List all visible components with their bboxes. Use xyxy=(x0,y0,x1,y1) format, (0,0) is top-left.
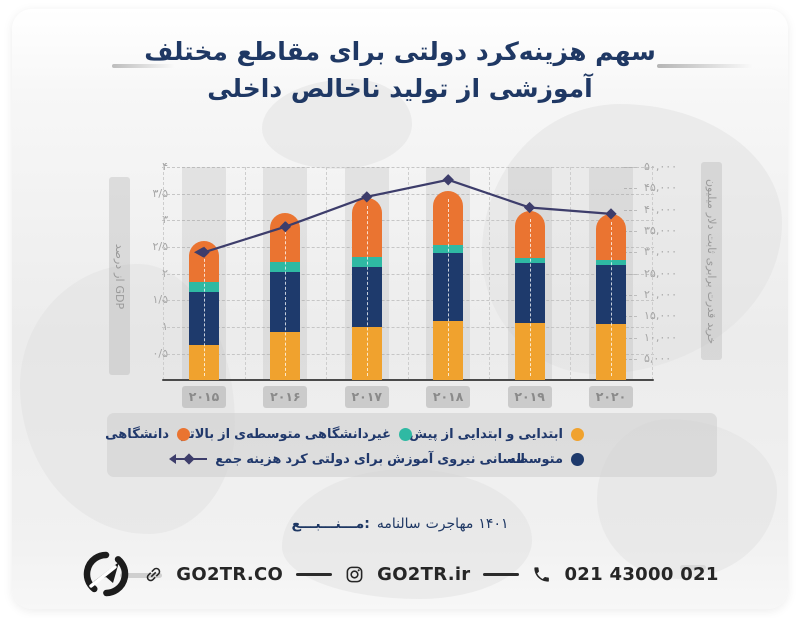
y-axis-tick-right: ۱۵,۰۰۰ xyxy=(644,309,678,323)
legend-dot-navy xyxy=(571,452,584,466)
legend-label: متوسطه xyxy=(508,451,563,467)
card: سهم هزینه‌کرد دولتی برای مقاطع مختلف آمو… xyxy=(12,9,788,609)
bar-center-dash xyxy=(366,206,368,377)
phone-icon xyxy=(532,565,551,584)
legend-label: بالاتر از متوسطه‌ی غیردانشگاهی xyxy=(181,426,391,442)
grid-line-vertical xyxy=(163,167,165,381)
y-axis-tick-dash-right xyxy=(624,294,637,296)
bar-center-dash xyxy=(448,198,450,377)
link-icon xyxy=(144,565,163,584)
y-axis-tick-left: ۰/۵ xyxy=(152,346,168,360)
y-axis-tick-left: ۳/۵ xyxy=(152,186,168,200)
title-dash-right xyxy=(657,64,752,68)
right-axis-label: میلیون دلار ثابت برابری قدرت خرید xyxy=(705,178,718,344)
footer-dash-right xyxy=(680,565,706,570)
y-axis-tick-dash-right xyxy=(624,167,637,168)
grid-line-vertical xyxy=(651,167,653,381)
y-axis-tick-right: ۳۰,۰۰۰ xyxy=(644,245,678,259)
footer-separator xyxy=(296,572,333,576)
year-label: ۲۰۱۶ xyxy=(263,386,308,408)
title-dash-left xyxy=(112,64,174,68)
y-axis-tick-left: ۱/۵ xyxy=(152,293,168,307)
title-line-2: آموزشی از تولید ناخالص داخلی xyxy=(207,74,593,103)
legend-item-postsecondary: بالاتر از متوسطه‌ی غیردانشگاهی xyxy=(182,425,412,443)
y-axis-tick-dash-right xyxy=(624,252,637,254)
legend-dot-teal xyxy=(399,427,412,441)
legend-item-primary: پیش از ابتدایی و ابتدایی xyxy=(409,425,584,443)
y-axis-tick-dash-right xyxy=(624,358,637,360)
x-axis-baseline xyxy=(162,379,654,381)
page-title: سهم هزینه‌کرد دولتی برای مقاطع مختلف آمو… xyxy=(12,33,788,107)
y-axis-tick-right: ۴۵,۰۰۰ xyxy=(644,181,678,195)
title-line-1: سهم هزینه‌کرد دولتی برای مقاطع مختلف xyxy=(144,37,656,66)
legend-item-secondary: متوسطه xyxy=(508,450,584,468)
y-axis-tick-left: ۲ xyxy=(162,266,168,280)
y-axis-tick-right: ۳۵,۰۰۰ xyxy=(644,223,678,237)
year-label: ۲۰۱۵ xyxy=(182,386,226,408)
right-axis-label-bar: میلیون دلار ثابت برابری قدرت خرید xyxy=(701,162,722,360)
y-axis-tick-left: ۳ xyxy=(162,213,168,227)
source-label: مـــنـــبـــع: xyxy=(291,516,370,532)
y-axis-tick-right: ۴۰,۰۰۰ xyxy=(644,202,678,216)
legend-label: پیش از ابتدایی و ابتدایی xyxy=(409,426,563,442)
grid-line-vertical xyxy=(244,167,246,381)
bar-center-dash xyxy=(285,220,287,377)
legend-dot-orange xyxy=(177,427,190,441)
legend-dot-amber xyxy=(571,427,584,441)
y-axis-tick-right: ۵۰,۰۰۰ xyxy=(644,160,678,173)
legend-label: جمع هزینه کرد دولتی برای آموزش نیروی انسانی xyxy=(215,451,525,467)
y-axis-tick-dash-right xyxy=(624,230,637,232)
grid-line-vertical xyxy=(570,167,572,381)
phone-number-text[interactable]: 021 43000 021 xyxy=(564,563,719,585)
bar-center-dash xyxy=(204,249,205,377)
instagram-handle-text[interactable]: GO2TR.ir xyxy=(377,563,471,585)
left-axis-label-bar: درصد از GDP xyxy=(109,177,130,375)
footer-separator xyxy=(483,572,520,576)
y-axis-tick-dash-right xyxy=(624,209,637,211)
grid-line-vertical xyxy=(326,167,328,381)
instagram-icon xyxy=(345,565,364,584)
left-axis-label: درصد از GDP xyxy=(113,243,126,309)
year-label: ۲۰۲۰ xyxy=(589,386,633,408)
y-axis-tick-right: ۱۰,۰۰۰ xyxy=(644,330,678,344)
grid-line-vertical xyxy=(488,167,490,381)
y-axis-tick-dash-right xyxy=(624,273,637,275)
website-text[interactable]: GO2TR.CO xyxy=(176,563,284,585)
legend-item-total-line: جمع هزینه کرد دولتی برای آموزش نیروی انسانی xyxy=(169,450,525,468)
y-axis-tick-left: ۱ xyxy=(162,319,168,333)
y-axis-tick-left: ۴ xyxy=(162,160,168,173)
y-axis-tick-left: ۲/۵ xyxy=(152,239,168,253)
y-axis-tick-dash-right xyxy=(624,337,637,339)
bar-center-dash xyxy=(529,218,531,377)
worldmap-watermark xyxy=(282,469,532,599)
footer-dash-left xyxy=(120,573,162,578)
year-label: ۲۰۱۷ xyxy=(344,386,389,408)
year-label: ۲۰۱۹ xyxy=(507,386,552,408)
worldmap-watermark xyxy=(262,79,412,169)
year-label: ۲۰۱۸ xyxy=(426,386,471,408)
y-axis-tick-dash-right xyxy=(624,188,637,190)
legend-label: دانشگاهی xyxy=(105,426,169,442)
y-axis-tick-right: ۲۵,۰۰۰ xyxy=(644,266,678,280)
y-axis-tick-dash-right xyxy=(624,316,637,318)
footer: GO2TR.CO GO2TR.ir 021 43000 021 xyxy=(12,549,788,599)
y-axis-tick-right: ۲۰,۰۰۰ xyxy=(644,287,678,301)
go2tr-logo xyxy=(81,549,131,599)
chart-legend: پیش از ابتدایی و ابتدایی بالاتر از متوسطه‌ی غیر… xyxy=(105,413,717,477)
grid-line-vertical xyxy=(407,167,409,381)
source-line: مـــنـــبـــع: سالنامه مهاجرت ۱۴۰۱ xyxy=(12,516,788,532)
legend-item-tertiary: دانشگاهی xyxy=(105,425,190,443)
source-text: سالنامه مهاجرت ۱۴۰۱ xyxy=(376,516,509,532)
legend-line-marker-icon xyxy=(169,452,208,466)
y-axis-tick-right: ۵,۰۰۰ xyxy=(644,351,672,365)
bar-center-dash xyxy=(611,222,612,377)
